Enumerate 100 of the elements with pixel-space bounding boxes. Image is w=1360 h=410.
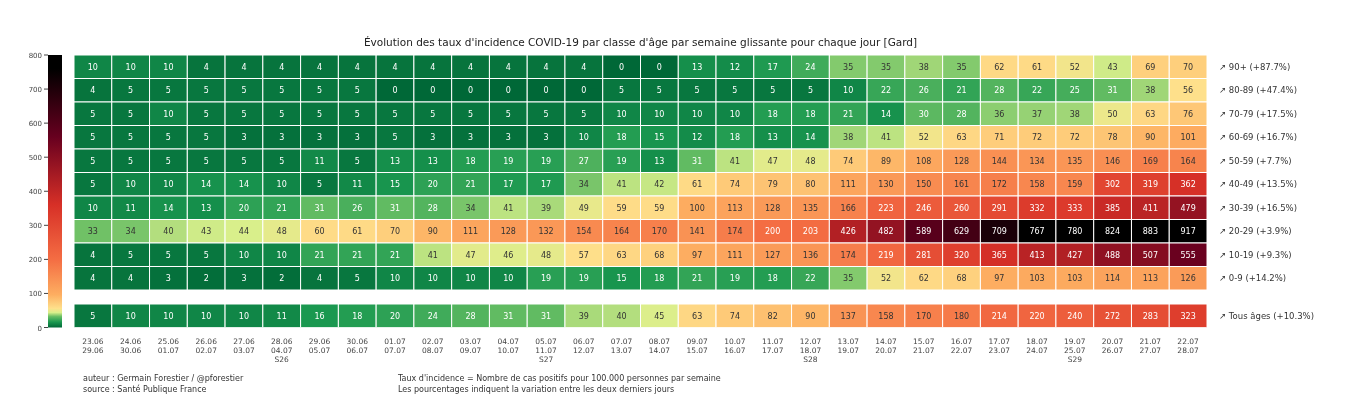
data-label: 22 xyxy=(1031,86,1043,96)
data-label: 5 xyxy=(354,86,360,96)
data-label: 507 xyxy=(1142,250,1158,260)
data-label: 100 xyxy=(689,203,705,213)
data-label: 68 xyxy=(956,274,967,284)
data-label: 10 xyxy=(163,109,174,119)
data-label: 61 xyxy=(1031,62,1043,72)
data-label: 103 xyxy=(1029,274,1045,284)
data-label: 17 xyxy=(540,180,552,190)
data-label: 21 xyxy=(352,250,363,260)
data-label: 41 xyxy=(880,133,892,143)
data-label: 4 xyxy=(241,62,247,72)
data-label: 34 xyxy=(465,203,476,213)
data-label: 56 xyxy=(1183,86,1194,96)
data-label: 31 xyxy=(692,156,703,166)
data-label: 219 xyxy=(878,250,894,260)
data-label: 5 xyxy=(203,250,209,260)
data-label: 10 xyxy=(125,62,136,72)
data-label: 34 xyxy=(125,227,136,237)
data-label: 427 xyxy=(1067,250,1083,260)
data-label: 200 xyxy=(765,227,781,237)
data-label: 323 xyxy=(1180,311,1196,321)
data-label: 5 xyxy=(241,109,247,119)
data-label: 3 xyxy=(505,133,511,143)
data-label: 103 xyxy=(1067,274,1083,284)
data-label: 70 xyxy=(1183,62,1194,72)
data-label: 4 xyxy=(90,250,96,260)
data-label: 180 xyxy=(953,311,970,321)
data-label: 320 xyxy=(953,250,970,260)
data-label: 10 xyxy=(503,274,514,284)
data-label: 21 xyxy=(389,250,401,260)
data-label: 18 xyxy=(767,274,778,284)
data-label: 41 xyxy=(729,156,741,166)
data-label: 13 xyxy=(692,62,703,72)
data-label: 10 xyxy=(427,274,438,284)
y-tick-label: ↗ 70-79 (+17.5%) xyxy=(1219,108,1297,119)
data-label: 10 xyxy=(465,274,476,284)
data-label: 13 xyxy=(389,156,401,166)
data-label: 21 xyxy=(314,250,325,260)
data-label: 3 xyxy=(543,133,549,143)
data-label: 30 xyxy=(918,109,929,119)
data-label: 5 xyxy=(430,109,436,119)
data-label: 214 xyxy=(991,311,1007,321)
data-label: 13 xyxy=(767,133,778,143)
data-label: 589 xyxy=(916,227,932,237)
data-label: 555 xyxy=(1180,250,1196,260)
data-label: 42 xyxy=(654,180,665,190)
data-label: 3 xyxy=(430,133,436,143)
data-label: 10 xyxy=(389,274,401,284)
data-label: 35 xyxy=(956,62,967,72)
data-label: 111 xyxy=(727,250,743,260)
data-label: 17 xyxy=(503,180,514,190)
data-label: 21 xyxy=(843,109,854,119)
y-tick-label: ↗ 20-29 (+3.9%) xyxy=(1219,226,1292,237)
data-label: 5 xyxy=(316,86,323,96)
data-label: 5 xyxy=(128,86,134,96)
chart-title: Évolution des taux d'incidence COVID-19 par classe d'âge par semaine glissante pour chaque jour [Gard] xyxy=(362,36,919,48)
data-label: 5 xyxy=(694,86,700,96)
data-label: 28 xyxy=(465,311,476,321)
data-label: 0 xyxy=(505,86,511,96)
data-label: 63 xyxy=(616,250,627,260)
data-label: 4 xyxy=(392,62,398,72)
data-label: 62 xyxy=(918,274,929,284)
data-label: 37 xyxy=(1031,109,1043,119)
data-label: 78 xyxy=(1107,133,1118,143)
data-label: 3 xyxy=(354,133,360,143)
data-label: 19 xyxy=(729,274,741,284)
data-label: 4 xyxy=(468,62,474,72)
data-label: 111 xyxy=(840,180,856,190)
data-label: 40 xyxy=(616,311,627,321)
data-label: 10 xyxy=(125,311,136,321)
data-label: 5 xyxy=(203,156,209,166)
data-label: 10 xyxy=(87,203,98,213)
data-label: 108 xyxy=(916,156,932,166)
data-label: 4 xyxy=(354,62,360,72)
data-label: 22 xyxy=(805,274,816,284)
data-label: 11 xyxy=(352,180,363,190)
data-label: 76 xyxy=(1183,109,1194,119)
data-label: 5 xyxy=(316,109,323,119)
y-tick-label: ↗ 0-9 (+14.2%) xyxy=(1219,273,1287,284)
data-label: 283 xyxy=(1142,311,1158,321)
data-label: 240 xyxy=(1067,311,1083,321)
data-label: 31 xyxy=(1107,86,1118,96)
data-label: 2 xyxy=(279,274,285,284)
data-label: 5 xyxy=(90,311,96,321)
data-label: 52 xyxy=(880,274,892,284)
data-label: 74 xyxy=(843,156,854,166)
data-label: 130 xyxy=(878,180,894,190)
data-label: 21 xyxy=(692,274,703,284)
data-label: 61 xyxy=(352,227,363,237)
data-label: 101 xyxy=(1180,133,1196,143)
data-label: 10 xyxy=(163,311,174,321)
data-label: 161 xyxy=(953,180,970,190)
data-label: 90 xyxy=(805,311,816,321)
data-label: 174 xyxy=(727,227,743,237)
data-label: 18 xyxy=(616,133,627,143)
data-label: 14 xyxy=(238,180,250,190)
data-label: 52 xyxy=(1069,62,1080,72)
data-label: 89 xyxy=(880,156,892,166)
data-label: 20 xyxy=(427,180,438,190)
